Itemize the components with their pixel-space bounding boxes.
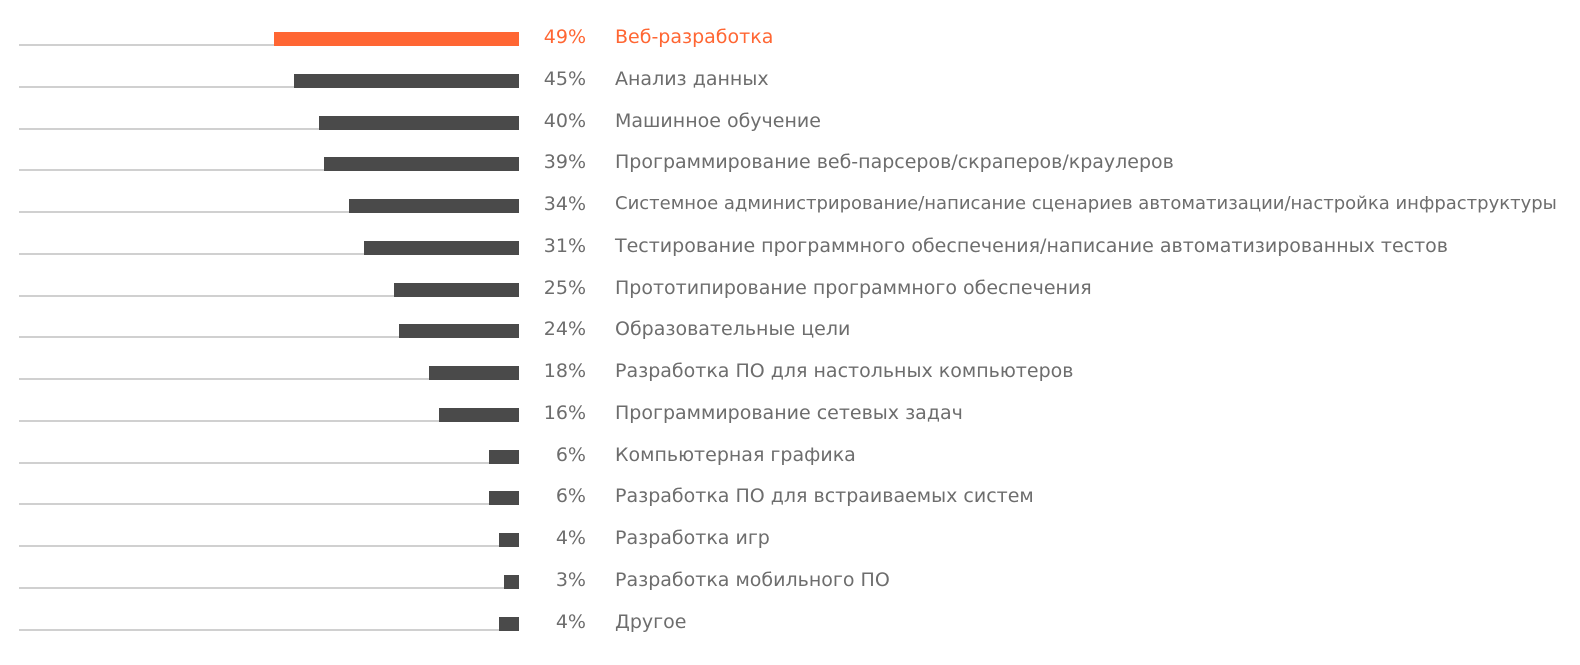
data-label: 31% <box>543 234 586 257</box>
bar-baseline <box>19 127 519 130</box>
data-label: 45% <box>543 67 586 90</box>
bar <box>274 32 519 46</box>
bar <box>489 449 519 464</box>
bar <box>349 199 519 213</box>
bar-baseline <box>19 628 519 631</box>
bar-row: 6% Компьютерная графика <box>0 434 1580 476</box>
bar <box>324 157 519 172</box>
bar-row: 25% Прототипирование программного обеспеч… <box>0 267 1580 309</box>
data-label: 6% <box>555 485 586 508</box>
category-label: Разработка ПО для настольных компьютеров <box>615 360 1074 382</box>
category-label: Машинное обучение <box>615 109 821 132</box>
data-label: 6% <box>555 443 586 466</box>
category-label: Разработка игр <box>615 527 770 549</box>
bar <box>394 282 519 297</box>
category-label: Разработка ПО для встраиваемых систем <box>615 485 1034 508</box>
bar <box>499 616 519 631</box>
category-label: Разработка мобильного ПО <box>615 568 890 591</box>
category-label: Анализ данных <box>615 67 769 90</box>
bar-row: 4% Разработка игр <box>0 517 1580 559</box>
bar <box>319 115 519 130</box>
bar-baseline <box>19 461 519 464</box>
bar-row: 6% Разработка ПО для встраиваемых систем <box>0 475 1580 517</box>
bar-baseline <box>19 378 519 380</box>
data-label: 4% <box>555 610 586 633</box>
category-label: Прототипирование программного обеспечени… <box>615 276 1092 299</box>
bar-row: 45% Анализ данных <box>0 58 1580 100</box>
bar-row: 31% Тестирование программного обеспечения… <box>0 225 1580 267</box>
data-label: 24% <box>543 318 586 341</box>
bar-baseline <box>19 294 519 297</box>
bar-baseline <box>19 586 519 589</box>
bar-row: 39% Программирование веб-парсеров/скрапер… <box>0 141 1580 183</box>
category-label: Компьютерная графика <box>615 443 856 466</box>
bar <box>504 574 519 589</box>
data-label: 40% <box>543 109 586 132</box>
bar <box>429 366 519 380</box>
bar-row: 40% Машинное обучение <box>0 100 1580 142</box>
bar-baseline <box>19 419 519 422</box>
category-label: Программирование сетевых задач <box>615 401 963 424</box>
bar-row: 3% Разработка мобильного ПО <box>0 559 1580 601</box>
data-label: 18% <box>543 360 586 382</box>
data-label: 16% <box>543 401 586 424</box>
bar-baseline <box>19 503 519 506</box>
data-label: 34% <box>543 193 586 215</box>
bar <box>364 240 519 255</box>
bar <box>294 73 519 88</box>
category-label: Веб-разработка <box>615 26 774 48</box>
bar-baseline <box>19 85 519 88</box>
bar-baseline <box>19 252 519 255</box>
data-label: 49% <box>543 26 586 48</box>
category-label: Другое <box>615 610 687 633</box>
bar-baseline <box>19 545 519 547</box>
bar-baseline <box>19 336 519 339</box>
data-label: 25% <box>543 276 586 299</box>
category-label: Образовательные цели <box>615 318 851 341</box>
bar-row: 49% Веб-разработка <box>0 16 1580 58</box>
bar-row: 24% Образовательные цели <box>0 308 1580 350</box>
data-label: 4% <box>555 527 586 549</box>
bar <box>489 491 519 506</box>
bar-row: 4% Другое <box>0 601 1580 643</box>
bar-row: 16% Программирование сетевых задач <box>0 392 1580 434</box>
category-label: Системное администрирование/написание сц… <box>615 193 1557 214</box>
bar-row: 34% Системное администрирование/написание… <box>0 183 1580 225</box>
bar <box>499 533 519 547</box>
data-label: 39% <box>543 151 586 174</box>
data-label: 3% <box>555 568 586 591</box>
bar-baseline <box>19 211 519 213</box>
bar <box>399 324 519 339</box>
bar <box>439 407 519 422</box>
bar-baseline <box>19 169 519 172</box>
bar-row: 18% Разработка ПО для настольных компьюте… <box>0 350 1580 392</box>
category-label: Тестирование программного обеспечения/на… <box>615 234 1448 257</box>
category-label: Программирование веб-парсеров/скраперов/… <box>615 151 1174 174</box>
bar-baseline <box>19 44 519 46</box>
